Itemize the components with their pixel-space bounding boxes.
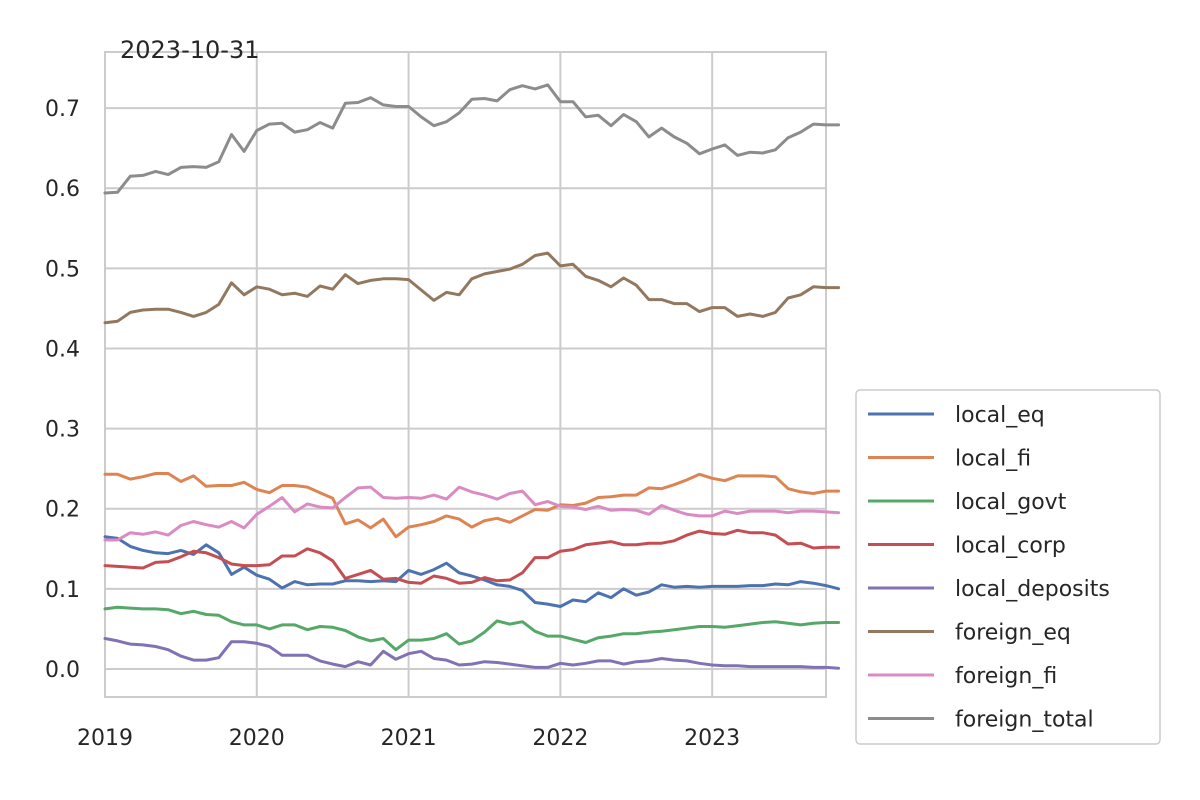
legend-label: foreign_fi xyxy=(955,664,1057,689)
x-tick-label: 2020 xyxy=(229,726,285,751)
y-tick-label: 0.4 xyxy=(45,337,80,362)
series-line-foreign_total xyxy=(103,83,841,195)
x-tick-label: 2019 xyxy=(77,726,133,751)
x-axis-tick-labels: 2019 2020 2021 2022 2023 xyxy=(77,726,740,751)
x-tick-label: 2022 xyxy=(532,726,588,751)
series-line-local_deposits xyxy=(103,637,841,670)
y-tick-label: 0.5 xyxy=(45,257,80,282)
y-axis-tick-labels: 0.0 0.1 0.2 0.3 0.4 0.5 0.6 0.7 xyxy=(45,97,80,683)
x-tick-label: 2021 xyxy=(381,726,437,751)
legend-label: local_govt xyxy=(955,490,1067,515)
series-lines xyxy=(103,83,841,670)
series-line-local_eq xyxy=(103,535,841,608)
series-line-local_fi xyxy=(103,472,841,539)
y-tick-label: 0.6 xyxy=(45,177,80,202)
legend-box xyxy=(855,389,1161,745)
legend-label: local_deposits xyxy=(955,577,1110,602)
chart-title: 2023-10-31 xyxy=(120,36,259,64)
legend-label: local_corp xyxy=(955,534,1066,559)
y-tick-label: 0.3 xyxy=(45,418,80,443)
legend-label: foreign_eq xyxy=(955,621,1071,646)
series-line-local_govt xyxy=(103,605,841,652)
y-tick-label: 0.2 xyxy=(45,498,80,523)
plot-area xyxy=(104,51,827,698)
legend-label: local_fi xyxy=(955,447,1031,472)
y-tick-label: 0.7 xyxy=(45,97,80,122)
legend: local_eq local_fi local_govt local_corploca… xyxy=(855,389,1161,745)
series-line-foreign_fi xyxy=(103,485,841,542)
y-tick-label: 0.0 xyxy=(45,658,80,683)
legend-label: foreign_total xyxy=(955,708,1094,733)
y-tick-label: 0.1 xyxy=(45,578,80,603)
x-tick-label: 2023 xyxy=(684,726,740,751)
legend-label: local_eq xyxy=(955,403,1045,428)
series-line-local_corp xyxy=(103,528,841,585)
grid-lines xyxy=(104,52,826,697)
series-line-foreign_eq xyxy=(103,251,841,325)
